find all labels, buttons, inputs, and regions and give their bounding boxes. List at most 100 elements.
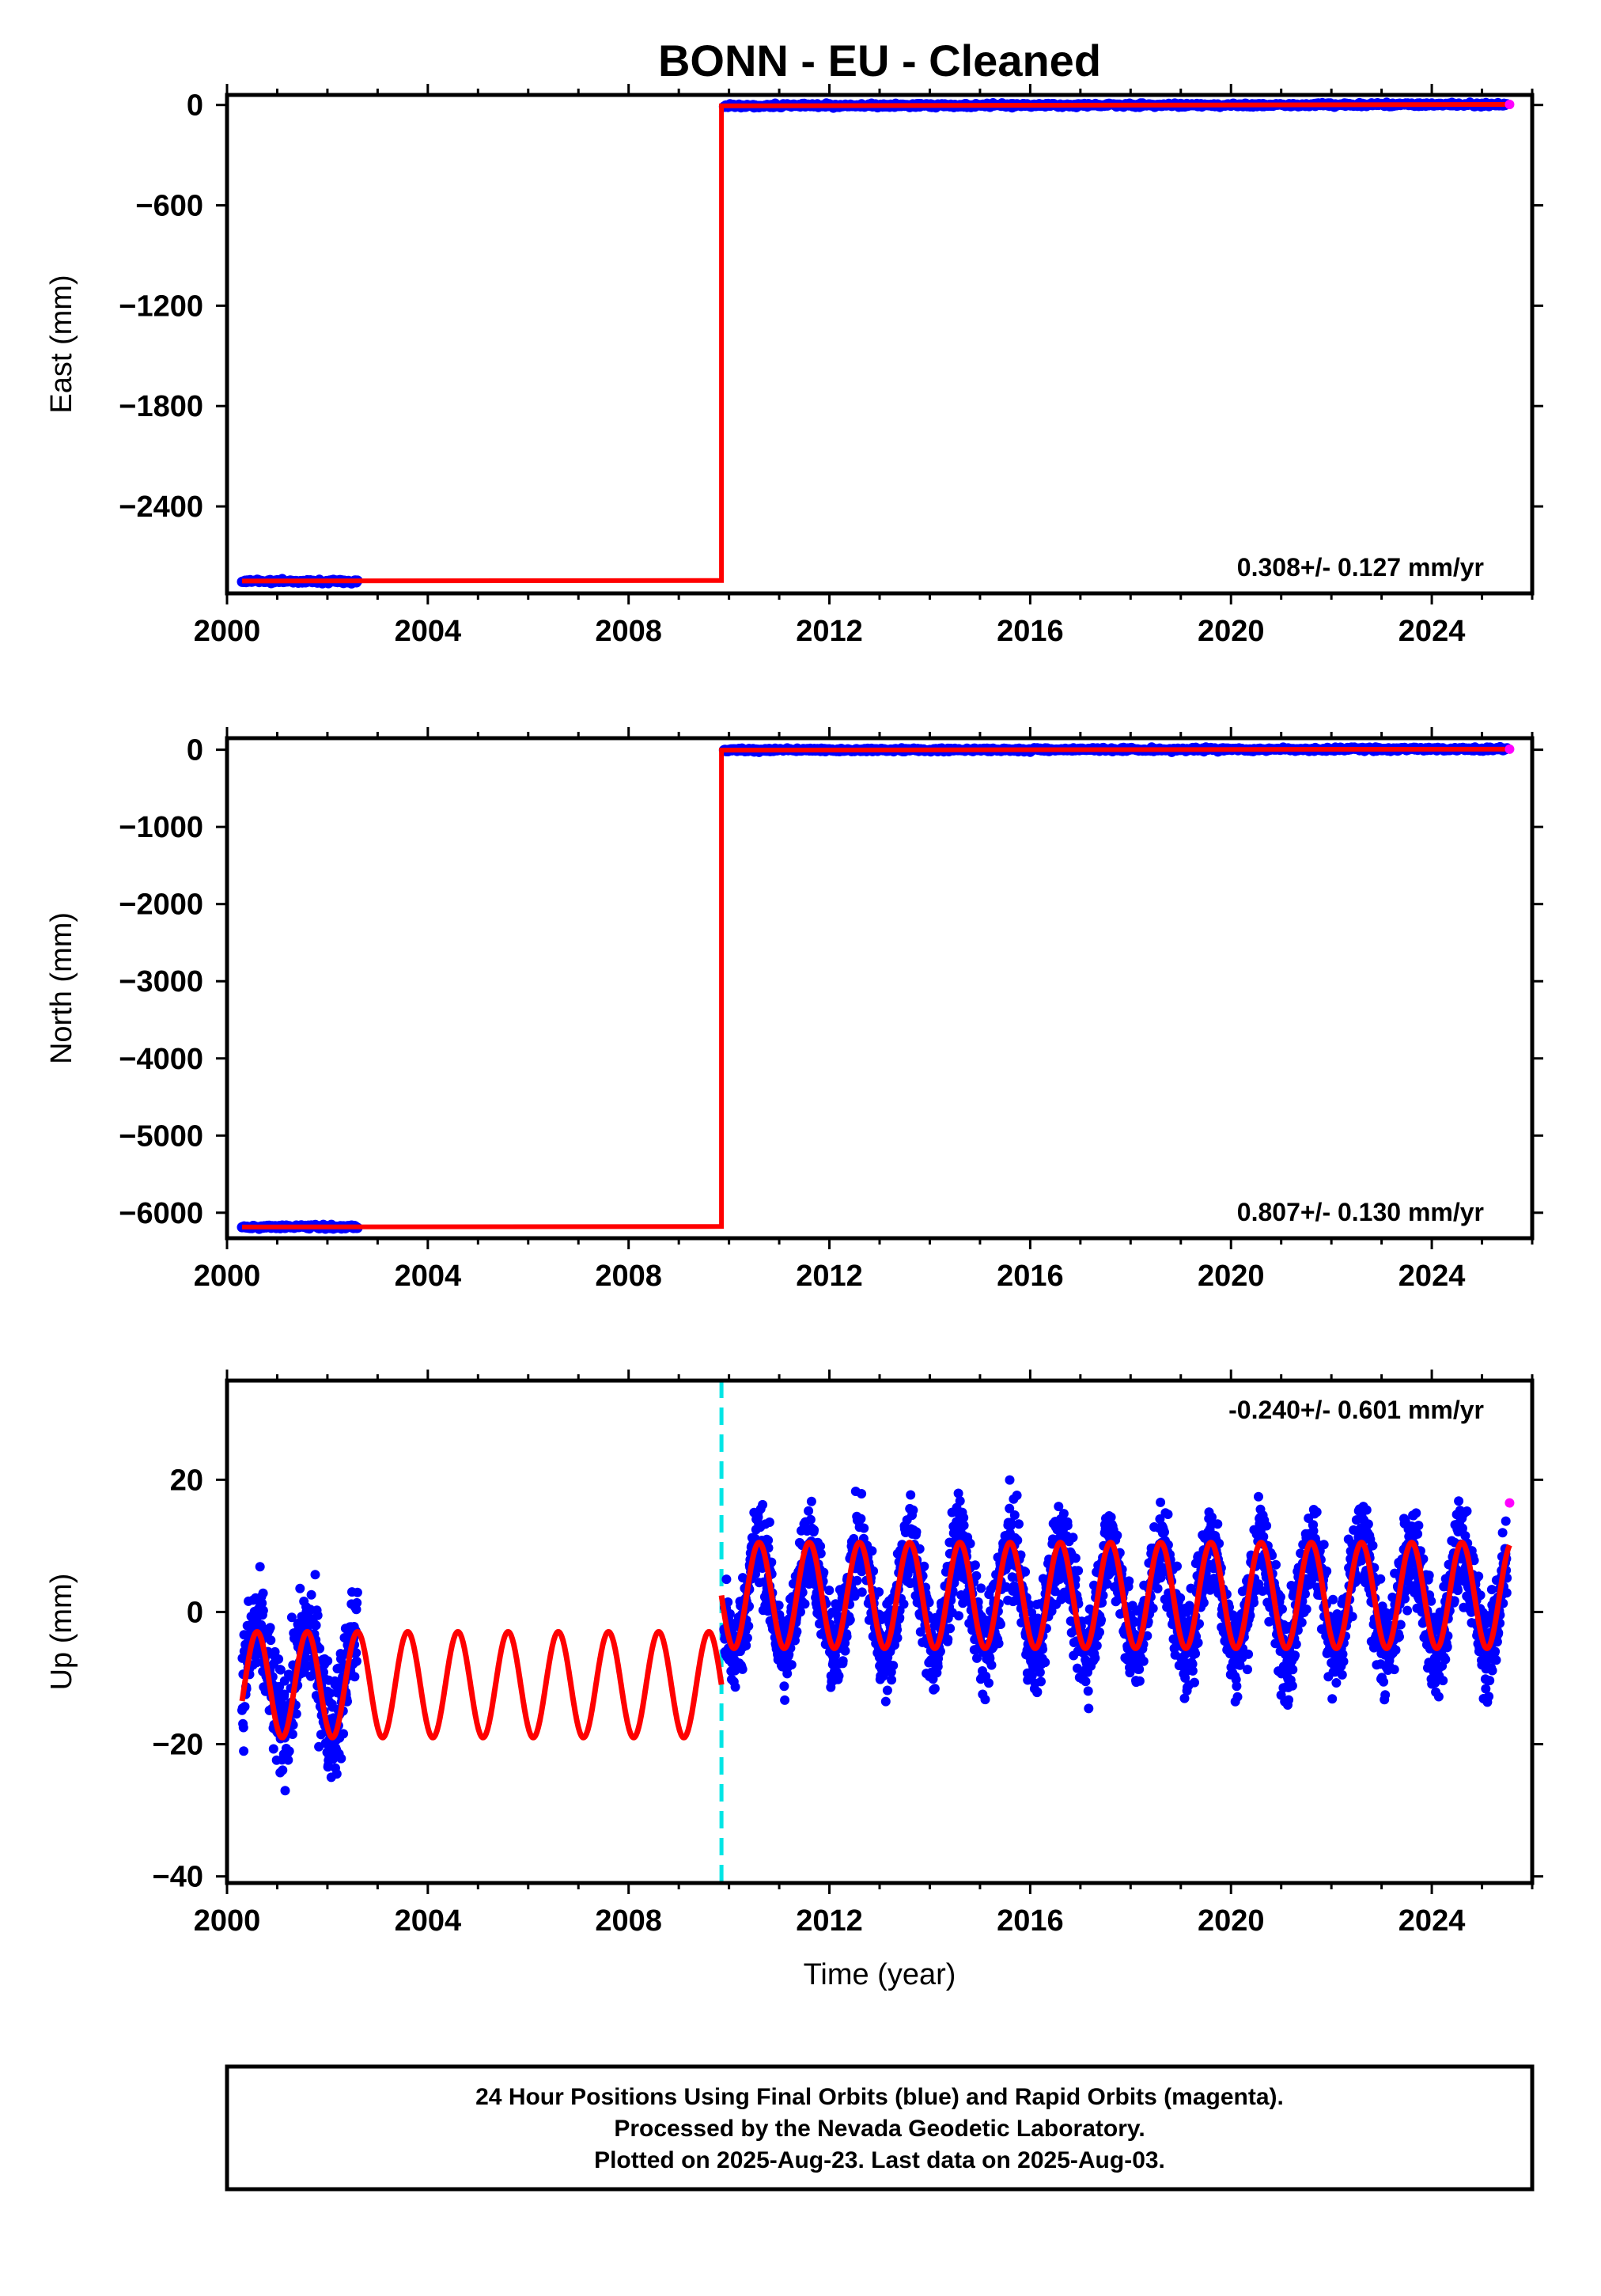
data-point bbox=[965, 1539, 975, 1548]
data-point bbox=[1005, 1475, 1015, 1485]
data-point bbox=[809, 1525, 819, 1535]
data-point bbox=[1379, 1677, 1389, 1687]
final-orbit-points bbox=[719, 1475, 1512, 1714]
x-tick-label: 2012 bbox=[796, 1260, 863, 1293]
data-point bbox=[744, 1621, 754, 1631]
data-point bbox=[1036, 1677, 1046, 1687]
data-point bbox=[730, 1682, 740, 1692]
data-point bbox=[800, 1599, 810, 1609]
data-point bbox=[351, 1648, 361, 1658]
data-point bbox=[1095, 1627, 1104, 1637]
data-point bbox=[1084, 1703, 1094, 1714]
data-point bbox=[852, 1575, 862, 1586]
data-point bbox=[1054, 1502, 1064, 1512]
data-point bbox=[252, 1658, 262, 1668]
y-tick-label: 0 bbox=[187, 734, 203, 767]
data-point bbox=[796, 1607, 805, 1617]
velocity-rate-label: 0.308+/- 0.127 mm/yr bbox=[1237, 553, 1484, 582]
data-point bbox=[906, 1490, 916, 1500]
data-point bbox=[1012, 1535, 1023, 1545]
data-point bbox=[1338, 1649, 1348, 1659]
data-point bbox=[816, 1548, 826, 1559]
data-point bbox=[351, 1656, 361, 1666]
data-point bbox=[352, 1587, 362, 1597]
model-step-line bbox=[242, 102, 1510, 584]
data-point bbox=[1271, 1559, 1281, 1570]
x-tick-label: 2008 bbox=[595, 1260, 662, 1293]
data-point bbox=[1413, 1529, 1423, 1539]
data-point bbox=[1190, 1677, 1199, 1688]
data-point bbox=[258, 1605, 268, 1616]
data-point bbox=[266, 1635, 276, 1646]
x-tick-label: 2000 bbox=[194, 615, 261, 648]
y-tick-label: −5000 bbox=[119, 1120, 203, 1153]
y-axis-label: East (mm) bbox=[45, 275, 78, 413]
data-point bbox=[1254, 1491, 1263, 1502]
data-point bbox=[1134, 1664, 1145, 1674]
data-point bbox=[1058, 1509, 1069, 1519]
data-point bbox=[1198, 1597, 1209, 1608]
data-point bbox=[911, 1527, 922, 1537]
data-point bbox=[887, 1675, 897, 1685]
data-point bbox=[1337, 1669, 1347, 1680]
data-point bbox=[274, 1654, 284, 1664]
data-point bbox=[1249, 1597, 1259, 1608]
data-point bbox=[1347, 1612, 1357, 1622]
data-point bbox=[725, 1608, 735, 1619]
x-tick-label: 2004 bbox=[395, 1260, 462, 1293]
y-tick-label: −2000 bbox=[119, 888, 203, 922]
data-point bbox=[1005, 1517, 1016, 1528]
y-tick-label: −3000 bbox=[119, 965, 203, 998]
data-point bbox=[972, 1653, 982, 1663]
data-point bbox=[1243, 1649, 1254, 1659]
data-point bbox=[325, 1688, 335, 1699]
data-point bbox=[1291, 1639, 1301, 1650]
data-point bbox=[763, 1535, 774, 1545]
data-point bbox=[1106, 1512, 1116, 1522]
data-point bbox=[867, 1546, 877, 1556]
data-point bbox=[1179, 1693, 1190, 1703]
data-point bbox=[856, 1514, 866, 1524]
data-point bbox=[758, 1499, 768, 1510]
data-point bbox=[1012, 1491, 1022, 1500]
data-point bbox=[764, 1517, 774, 1527]
data-point bbox=[1380, 1690, 1391, 1700]
data-point bbox=[955, 1496, 965, 1506]
data-point bbox=[306, 1589, 316, 1600]
data-point bbox=[1156, 1497, 1166, 1507]
data-point bbox=[994, 1639, 1004, 1649]
data-point bbox=[1187, 1665, 1198, 1676]
data-point bbox=[924, 1597, 934, 1608]
data-point bbox=[283, 1755, 293, 1765]
plot-frame bbox=[225, 736, 1535, 1241]
data-point bbox=[774, 1601, 784, 1611]
data-point bbox=[1235, 1660, 1245, 1670]
data-point bbox=[953, 1488, 963, 1498]
north-panel: 2000 2004 2008 2012 2016 2020 20240−1000−2000−… bbox=[45, 727, 1543, 1293]
data-point bbox=[238, 1722, 248, 1733]
y-tick-label: −6000 bbox=[119, 1197, 203, 1230]
data-point bbox=[286, 1612, 297, 1623]
data-point bbox=[845, 1615, 855, 1625]
data-point bbox=[1185, 1605, 1195, 1615]
data-point bbox=[1391, 1645, 1401, 1655]
data-point bbox=[1213, 1519, 1223, 1529]
data-point bbox=[1207, 1512, 1217, 1522]
y-axis-label: North (mm) bbox=[45, 912, 78, 1064]
data-point bbox=[850, 1591, 860, 1601]
data-point bbox=[779, 1681, 789, 1692]
data-point bbox=[1083, 1686, 1093, 1696]
data-point bbox=[971, 1570, 982, 1581]
x-tick-label: 2024 bbox=[1399, 1260, 1466, 1293]
data-point bbox=[899, 1599, 909, 1609]
chart-title: BONN - EU - Cleaned bbox=[658, 36, 1101, 85]
data-point bbox=[880, 1696, 891, 1707]
data-point bbox=[888, 1661, 899, 1671]
data-point bbox=[1027, 1670, 1037, 1680]
data-point bbox=[240, 1702, 250, 1712]
data-point bbox=[1175, 1593, 1186, 1603]
y-tick-label: −2400 bbox=[119, 491, 203, 524]
data-point bbox=[336, 1753, 346, 1764]
x-tick-label: 2020 bbox=[1198, 1260, 1265, 1293]
